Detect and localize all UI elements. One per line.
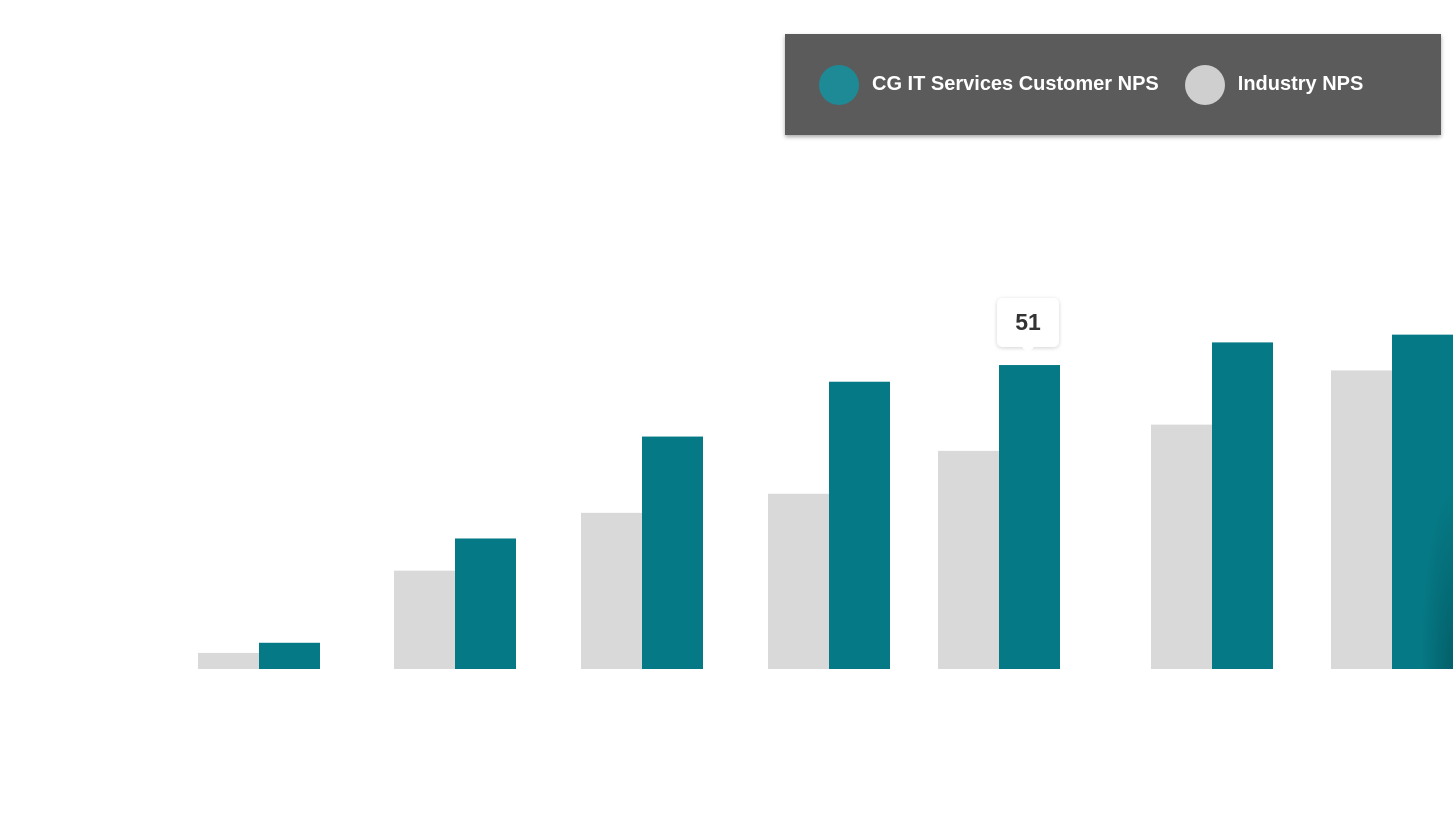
bar-industry-nps-3[interactable] [581,512,642,669]
bar-shade-overlay [1392,334,1453,669]
legend-swatch-cg-nps [819,64,859,105]
bar-cg-nps-4[interactable] [829,381,890,669]
bar-industry-nps-1[interactable] [198,652,259,669]
bar-cg-nps-5[interactable] [999,365,1060,669]
bar-industry-nps-7[interactable] [1331,370,1392,669]
legend-item-industry-nps[interactable]: Industry NPS [1184,64,1364,105]
bar-group [198,334,1453,669]
bar-cg-nps-2[interactable] [455,538,516,669]
legend-label-cg-nps: CG IT Services Customer NPS [872,73,1159,95]
chart-legend: CG IT Services Customer NPS Industry NPS [785,34,1441,135]
bar-industry-nps-5[interactable] [938,450,999,669]
bar-cg-nps-1[interactable] [259,642,320,669]
legend-item-cg-nps[interactable]: CG IT Services Customer NPS [819,64,1159,105]
legend-swatch-industry-nps [1184,64,1225,105]
value-tooltip: 51 [997,298,1059,353]
bar-industry-nps-6[interactable] [1151,424,1212,669]
bar-industry-nps-2[interactable] [394,570,455,669]
bar-cg-nps-6[interactable] [1212,342,1273,669]
bar-cg-nps-3[interactable] [642,436,703,669]
bar-industry-nps-4[interactable] [768,493,829,669]
legend-label-industry-nps: Industry NPS [1237,73,1364,95]
